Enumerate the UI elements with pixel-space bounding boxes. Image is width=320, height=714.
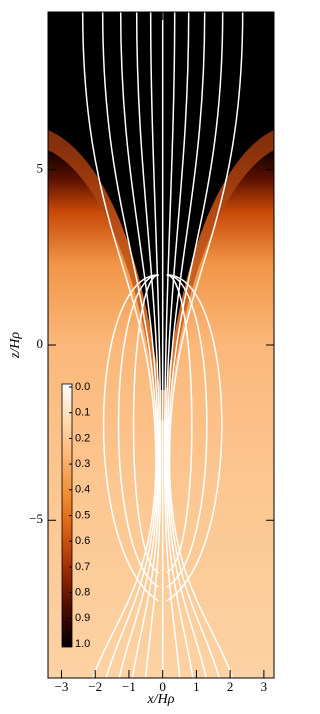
x-tick-label: 2 xyxy=(227,679,234,694)
colorbar: 0.0 0.1 0.2 0.3 0.4 0.5 0.6 0.7 0.8 0.9 1.0 xyxy=(61,381,90,650)
field-line xyxy=(167,12,224,678)
colorbar-tick-label: 0.6 xyxy=(75,535,90,547)
density-core xyxy=(48,12,274,390)
field-line xyxy=(166,12,207,678)
colorbar-tick-label: 1.0 xyxy=(75,638,90,650)
field-line xyxy=(101,12,158,678)
colorbar-tick-label: 0.1 xyxy=(75,407,90,419)
colorbar-tick-label: 0.4 xyxy=(75,484,90,496)
field-lines xyxy=(81,12,244,678)
plot-area xyxy=(48,12,274,678)
y-tick-label: 5 xyxy=(37,161,44,176)
x-tick-label: 1 xyxy=(193,679,200,694)
chart: 0.0 0.1 0.2 0.3 0.4 0.5 0.6 0.7 0.8 0.9 1.0 x/Hρ z… xyxy=(8,11,275,707)
colorbar-tick-label: 0.0 xyxy=(75,381,90,393)
x-axis-label: x/Hρ xyxy=(147,692,175,707)
colorbar-tick-label: 0.9 xyxy=(75,612,90,624)
field-line xyxy=(144,12,162,678)
field-loop xyxy=(166,274,193,574)
field-line xyxy=(131,12,161,678)
colorbar-tick-label: 0.3 xyxy=(75,458,90,470)
colorbar-tick-label: 0.5 xyxy=(75,509,90,521)
x-tick-label: 0 xyxy=(159,679,166,694)
x-tick-label: −3 xyxy=(55,679,69,694)
x-tick-label: −1 xyxy=(122,679,136,694)
field-line xyxy=(165,12,194,678)
field-loop xyxy=(166,274,208,588)
field-line xyxy=(118,12,160,678)
field-loop xyxy=(166,274,223,602)
field-loop xyxy=(132,274,160,574)
colorbar-tick-label: 0.2 xyxy=(75,432,90,444)
field-line xyxy=(163,12,181,678)
y-tick-label: 0 xyxy=(37,336,44,351)
field-line xyxy=(168,12,244,678)
field-line xyxy=(81,12,157,678)
field-loop xyxy=(102,274,160,602)
colorbar-tick-label: 0.8 xyxy=(75,587,90,599)
x-tick-label: 3 xyxy=(261,679,268,694)
x-tick-label: −2 xyxy=(88,679,102,694)
y-axis-label: z/Hρ xyxy=(8,332,23,359)
colorbar-tick-label: 0.7 xyxy=(75,561,90,573)
field-loop xyxy=(117,274,160,588)
y-tick-label: −5 xyxy=(29,511,43,526)
